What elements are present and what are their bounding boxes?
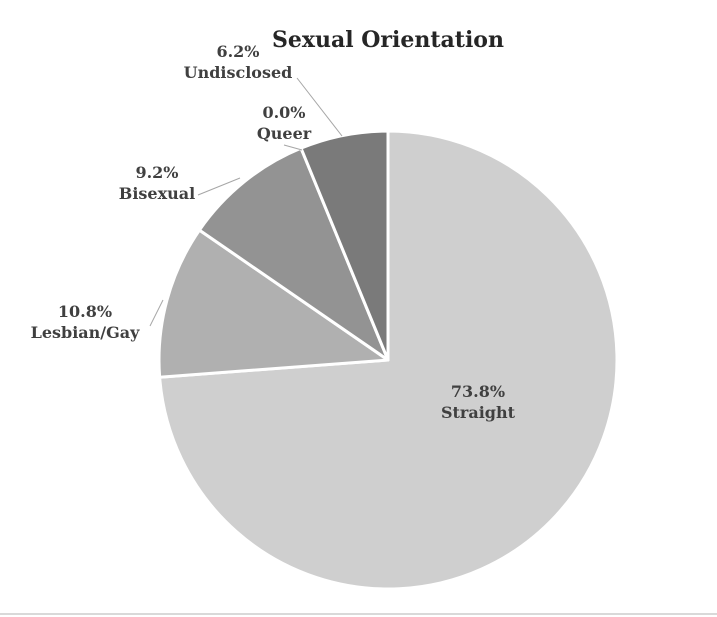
pie-slice-undisclosed [299,129,390,362]
leader-line-bisexual [197,177,241,196]
slice-value-label-queer: 0.0% [262,103,305,122]
slice-value-label-lesbian-gay: 10.8% [58,302,112,321]
slice-labels: 73.8% Straight 10.8% Lesbian/Gay 9.2% Bisexua… [31,42,516,422]
slice-category-label-bisexual: Bisexual [119,184,195,203]
bottom-divider [0,613,717,615]
leader-line-undisclosed [296,77,343,137]
pie-slice-bisexual [197,146,390,362]
slice-category-label-queer: Queer [257,124,312,143]
pie-slice-lesbian-gay [157,228,390,379]
leader-line-lesbian-gay [149,299,164,327]
slice-category-label-lesbian-gay: Lesbian/Gay [31,323,141,342]
slice-value-label-undisclosed: 6.2% [216,42,259,61]
slice-category-label-undisclosed: Undisclosed [184,63,293,82]
pie-slices [157,129,619,591]
leader-line-queer [283,144,303,151]
slice-value-label-straight: 73.8% [451,382,505,401]
slice-value-label-bisexual: 9.2% [135,163,178,182]
leader-lines [149,77,343,327]
chart-title: Sexual Orientation [272,27,504,53]
slice-category-label-straight: Straight [441,403,516,422]
